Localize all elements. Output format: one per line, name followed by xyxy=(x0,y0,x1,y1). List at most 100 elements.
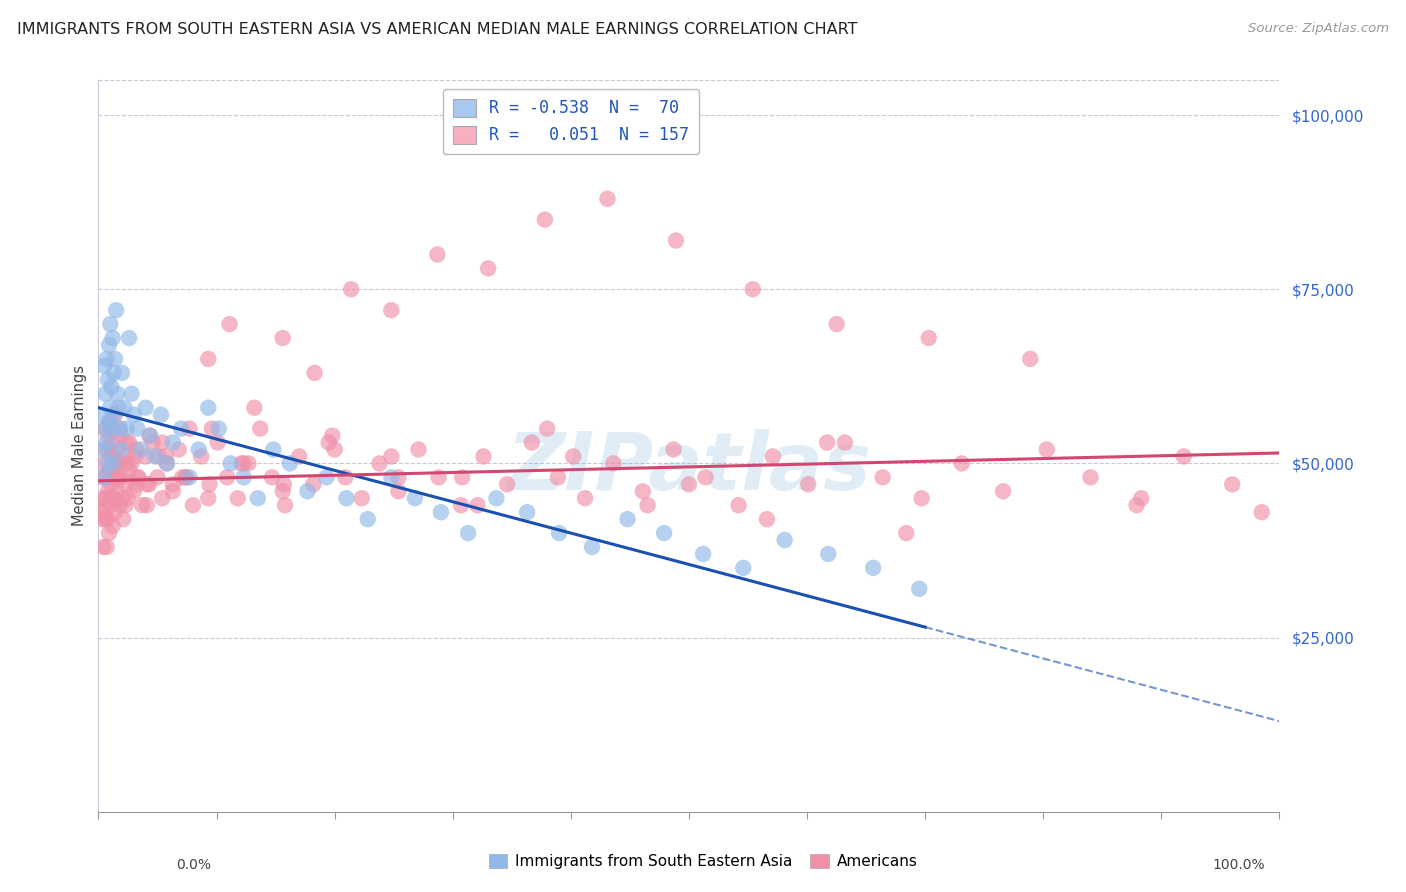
Point xyxy=(1125,498,1147,512)
Point xyxy=(357,512,380,526)
Point xyxy=(1019,351,1042,366)
Point xyxy=(138,477,160,491)
Point xyxy=(103,470,125,484)
Point xyxy=(249,421,271,435)
Point xyxy=(273,477,295,491)
Point xyxy=(156,457,179,471)
Point xyxy=(834,435,856,450)
Point xyxy=(94,421,117,435)
Point xyxy=(107,470,129,484)
Point xyxy=(110,442,132,457)
Point xyxy=(467,498,489,512)
Point xyxy=(219,457,242,471)
Point xyxy=(271,484,294,499)
Point xyxy=(662,442,685,457)
Point xyxy=(562,450,585,464)
Point xyxy=(135,498,157,512)
Point xyxy=(1250,505,1272,519)
Point xyxy=(198,477,221,491)
Point xyxy=(150,491,173,506)
Point xyxy=(457,526,479,541)
Point xyxy=(98,338,121,352)
Point xyxy=(692,547,714,561)
Point xyxy=(430,505,453,519)
Point xyxy=(170,421,193,435)
Point xyxy=(288,450,311,464)
Point xyxy=(138,428,160,442)
Point xyxy=(135,450,157,464)
Point xyxy=(741,282,763,296)
Point xyxy=(208,421,231,435)
Point xyxy=(115,435,138,450)
Point xyxy=(94,512,117,526)
Point xyxy=(111,491,134,506)
Point xyxy=(1220,477,1243,491)
Point xyxy=(139,428,162,442)
Text: ZIPatlas: ZIPatlas xyxy=(506,429,872,507)
Point xyxy=(104,408,127,422)
Point xyxy=(179,470,201,484)
Point xyxy=(218,317,240,331)
Point xyxy=(315,470,337,484)
Point xyxy=(98,317,121,331)
Point xyxy=(91,540,114,554)
Point xyxy=(91,505,114,519)
Legend: Immigrants from South Eastern Asia, Americans: Immigrants from South Eastern Asia, Amer… xyxy=(482,848,924,875)
Point xyxy=(105,457,128,471)
Point xyxy=(107,457,129,471)
Point xyxy=(387,470,409,484)
Point xyxy=(574,491,596,506)
Point xyxy=(111,366,134,380)
Point xyxy=(520,435,543,450)
Point xyxy=(368,457,391,471)
Legend: R = -0.538  N =  70, R =   0.051  N = 157: R = -0.538 N = 70, R = 0.051 N = 157 xyxy=(443,88,699,154)
Point xyxy=(103,491,125,506)
Point xyxy=(91,408,114,422)
Point xyxy=(318,435,340,450)
Point xyxy=(127,421,149,435)
Point xyxy=(797,477,820,491)
Text: IMMIGRANTS FROM SOUTH EASTERN ASIA VS AMERICAN MEDIAN MALE EARNINGS CORRELATION : IMMIGRANTS FROM SOUTH EASTERN ASIA VS AM… xyxy=(17,22,858,37)
Point xyxy=(918,331,941,345)
Point xyxy=(97,373,120,387)
Point xyxy=(118,435,141,450)
Point xyxy=(536,421,558,435)
Point xyxy=(105,386,128,401)
Point xyxy=(323,442,346,457)
Point xyxy=(91,470,114,484)
Point xyxy=(817,547,839,561)
Point xyxy=(762,450,785,464)
Point xyxy=(304,366,326,380)
Point xyxy=(187,442,209,457)
Point xyxy=(125,477,148,491)
Point xyxy=(243,401,266,415)
Point xyxy=(1036,442,1059,457)
Point xyxy=(91,512,114,526)
Point xyxy=(380,303,402,318)
Point xyxy=(108,421,131,435)
Point xyxy=(516,505,538,519)
Point xyxy=(100,421,122,435)
Point xyxy=(162,435,184,450)
Point xyxy=(616,512,638,526)
Point xyxy=(115,421,138,435)
Point xyxy=(101,491,124,506)
Point xyxy=(260,470,283,484)
Point xyxy=(97,457,120,471)
Point xyxy=(262,442,284,457)
Point xyxy=(127,470,149,484)
Point xyxy=(665,234,688,248)
Point xyxy=(101,331,124,345)
Point xyxy=(112,401,135,415)
Point xyxy=(231,457,253,471)
Point xyxy=(862,561,884,575)
Point xyxy=(167,442,190,457)
Point xyxy=(274,498,297,512)
Point xyxy=(637,498,659,512)
Point xyxy=(172,470,194,484)
Point xyxy=(101,519,124,533)
Point xyxy=(103,408,125,422)
Point xyxy=(450,498,472,512)
Point xyxy=(98,463,121,477)
Point xyxy=(548,526,571,541)
